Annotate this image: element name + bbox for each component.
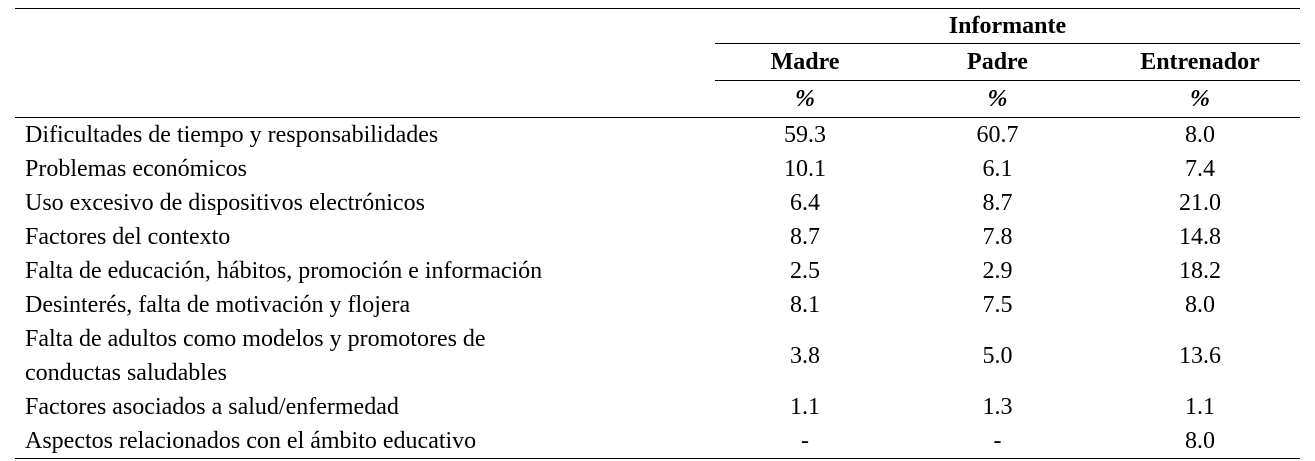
value-cell: 18.2 [1179,258,1221,284]
data-row: Problemas económicos 10.1 6.1 7.4 [15,152,1300,186]
empty-cell [15,8,715,44]
value-cell: 7.8 [982,224,1013,250]
empty-cell [15,80,715,118]
column-header: Padre [895,43,1100,81]
data-row: Dificultades de tiempo y responsabilidad… [15,118,1300,153]
column-header-row: Madre Padre Entrenador [15,43,1300,81]
table-body: Informante Madre Padre Entrenador%%% Dificu… [15,8,1300,459]
value-cell: 59.3 [784,122,826,148]
value-cell: 7.4 [1185,156,1215,182]
unit-label: % [895,80,1100,118]
data-row: Factores del contexto 8.7 7.8 14.8 [15,220,1300,254]
empty-cell [15,44,715,81]
row-label: Falta de educación, hábitos, promoción e… [25,258,543,284]
data-row: Uso excesivo de dispositivos electrónico… [15,186,1300,220]
value-cell: 21.0 [1179,190,1221,216]
value-cell: 1.3 [982,394,1013,420]
row-label: Uso excesivo de dispositivos electrónico… [25,190,425,216]
row-label: Falta de adultos como modelos y promotor… [15,322,715,390]
row-label: Desinterés, falta de motivación y flojer… [25,292,411,318]
header-row: Informante [15,8,1300,44]
value-cell: 14.8 [1179,224,1221,250]
value-cell: 7.5 [982,292,1013,318]
unit-row: %%% [15,80,1300,118]
row-label-line: Falta de adultos como modelos y promotor… [25,326,486,352]
value-cell: - [715,424,895,459]
value-cell: 8.7 [982,190,1013,216]
row-label-line: conductas saludables [25,360,227,386]
group-header: Informante [715,8,1300,44]
data-row: Factores asociados a salud/enfermedad 1.1… [15,390,1300,424]
row-label: Problemas económicos [25,156,247,182]
value-cell: 8.0 [1100,424,1300,459]
value-cell: 6.1 [982,156,1013,182]
data-row: Falta de educación, hábitos, promoción e… [15,254,1300,288]
value-cell: 6.4 [790,190,820,216]
value-cell: 10.1 [784,156,826,182]
row-label: Dificultades de tiempo y responsabilidad… [25,122,439,148]
data-row: Desinterés, falta de motivación y flojer… [15,288,1300,322]
column-header: Madre [715,43,895,81]
value-cell: 60.7 [976,122,1019,148]
value-cell: 2.5 [790,258,820,284]
value-cell: 13.6 [1179,343,1221,369]
value-cell: 1.1 [790,394,820,420]
value-cell: 3.8 [790,343,820,369]
data-table: Informante Madre Padre Entrenador%%% Dificu… [15,8,1300,459]
value-cell: 2.9 [982,258,1013,284]
value-cell: 8.0 [1185,122,1215,148]
data-row: Falta de adultos como modelos y promotor… [15,322,1300,390]
column-header: Entrenador [1100,43,1300,81]
value-cell: 8.1 [790,292,820,318]
row-label: Aspectos relacionados con el ámbito educ… [15,424,715,459]
value-cell: 5.0 [982,343,1013,369]
value-cell: - [895,424,1100,459]
row-label: Factores del contexto [25,224,231,250]
unit-label: % [1100,80,1300,118]
unit-label: % [715,80,895,118]
row-label: Factores asociados a salud/enfermedad [25,394,399,420]
value-cell: 8.7 [790,224,820,250]
data-row: Aspectos relacionados con el ámbito educ… [15,424,1300,459]
value-cell: 1.1 [1185,394,1215,420]
value-cell: 8.0 [1185,292,1215,318]
